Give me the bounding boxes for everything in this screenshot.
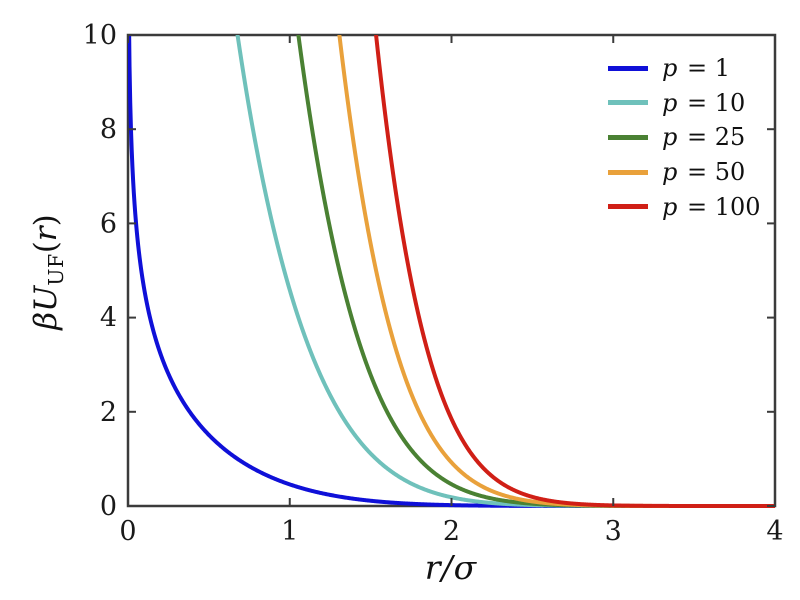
legend: p = 1 p = 10 p = 25 p = 50 p = 100	[608, 51, 788, 224]
x-tick-label: 3	[605, 516, 622, 547]
legend-label-p-50: p = 50	[662, 158, 746, 187]
tick-labels-group: 0 1 2 3 4 0 2 4 6 8 10	[83, 20, 784, 547]
legend-label-p-1: p = 1	[662, 54, 731, 83]
y-tick-label: 2	[100, 397, 117, 428]
ticks-group	[127, 34, 776, 507]
legend-line-swatch-p-10	[608, 100, 648, 106]
x-tick-label: 0	[119, 516, 136, 547]
legend-item-p-10: p = 10	[608, 86, 788, 121]
y-tick-label: 4	[100, 303, 117, 334]
y-tick-label: 0	[100, 491, 117, 522]
y-tick-label: 10	[83, 20, 117, 51]
curve-p=100	[374, 35, 775, 508]
legend-label-p-10: p = 10	[662, 88, 746, 117]
legend-item-p-1: p = 1	[608, 51, 788, 86]
legend-item-p-25: p = 25	[608, 120, 788, 155]
y-tick-label: 8	[100, 114, 117, 145]
legend-line-swatch-p-1	[608, 65, 648, 71]
x-axis-label: r/σ	[424, 548, 478, 587]
legend-item-p-50: p = 50	[608, 155, 788, 190]
legend-item-p-100: p = 100	[608, 189, 788, 224]
legend-label-p-100: p = 100	[662, 192, 761, 221]
legend-label-p-25: p = 25	[662, 123, 746, 152]
x-tick-label: 1	[281, 516, 298, 547]
legend-line-swatch-p-100	[608, 204, 648, 210]
legend-line-swatch-p-25	[608, 134, 648, 140]
x-tick-label: 4	[766, 516, 783, 547]
y-tick-label: 6	[100, 208, 117, 239]
legend-line-swatch-p-50	[608, 169, 648, 175]
x-tick-label: 2	[443, 516, 460, 547]
y-axis-label: βUUF(r)	[28, 214, 69, 330]
